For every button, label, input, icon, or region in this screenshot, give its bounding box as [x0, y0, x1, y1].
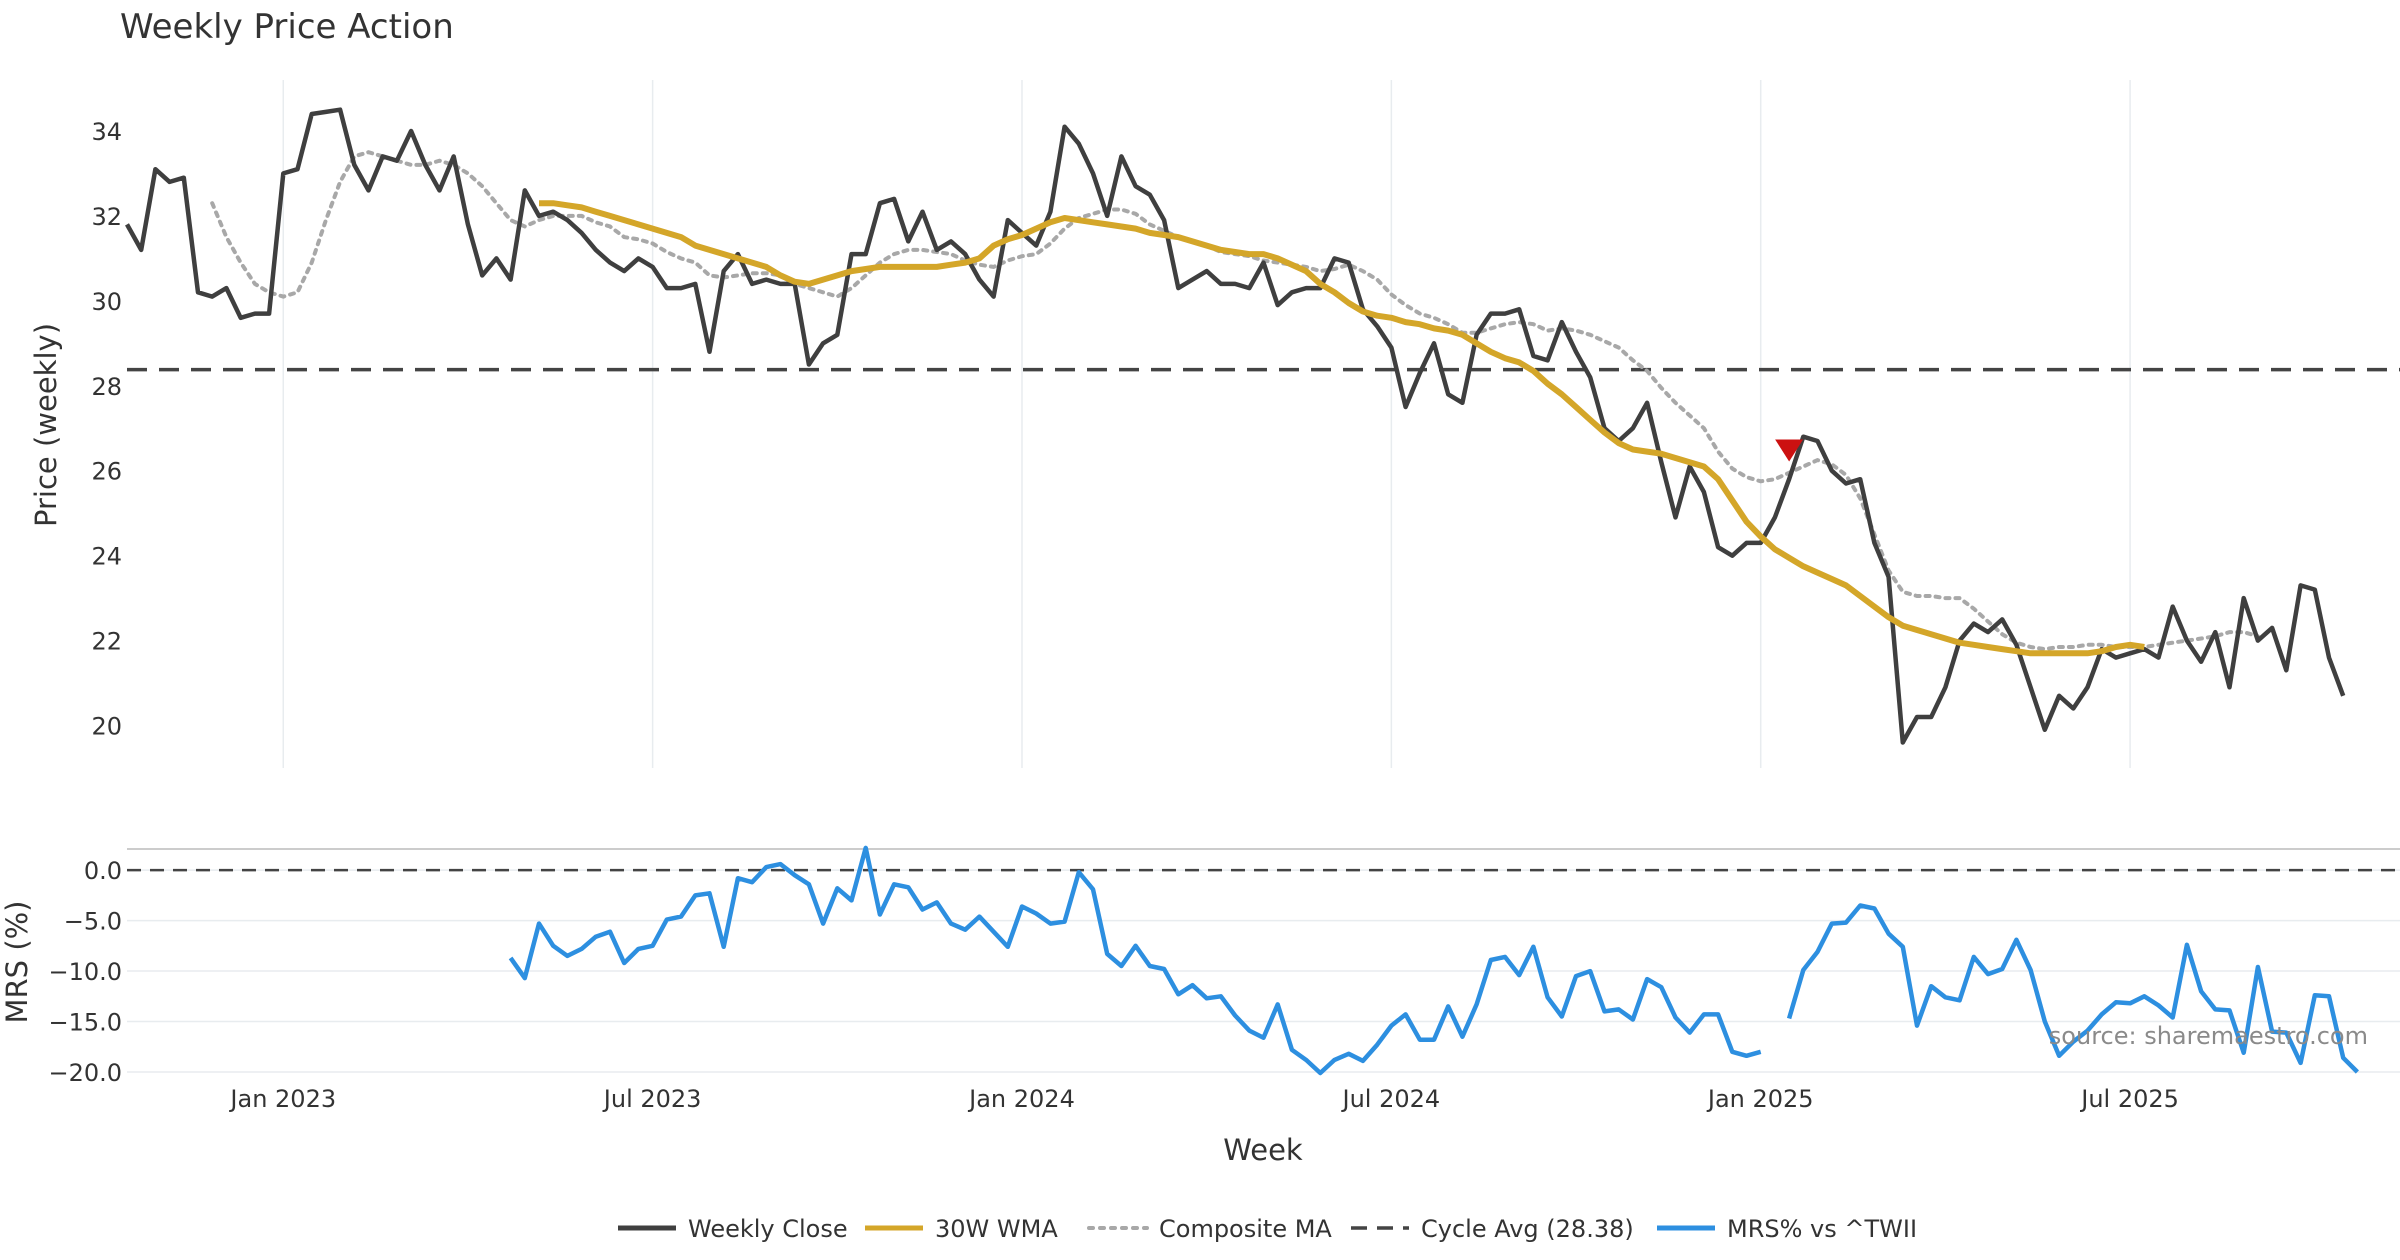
x-axis-label: Week: [1223, 1133, 1303, 1167]
legend-label: MRS% vs ^TWII: [1727, 1215, 1917, 1243]
mrs-line: [508, 845, 2359, 1076]
mrs-y-tick-label: 0.0: [84, 857, 122, 885]
price-y-tick-label: 28: [91, 373, 122, 401]
price-gridlines: [282, 80, 2131, 768]
signal-marker: [1775, 439, 1804, 462]
chart-title: Weekly Price Action: [120, 7, 454, 47]
mrs-panel: 0.0 −5.0 −10.0 −15.0 −20.0 MRS (%) source: s…: [0, 845, 2400, 1087]
price-y-tick-label: 20: [91, 713, 122, 741]
mrs-y-tick-label: −5.0: [64, 908, 122, 936]
price-y-axis-label: Price (weekly): [29, 323, 63, 527]
x-tick-label: Jan 2025: [1706, 1085, 1814, 1113]
source-note: source: sharemaestro.com: [2049, 1022, 2368, 1050]
price-y-tick-label: 34: [91, 118, 122, 146]
price-y-ticks: 20 22 24 26 28 30 32 34: [91, 118, 122, 741]
mrs-y-tick-label: −15.0: [48, 1009, 122, 1037]
price-y-tick-label: 26: [91, 458, 122, 486]
legend-label: Composite MA: [1159, 1215, 1332, 1243]
mrs-y-tick-label: −20.0: [48, 1059, 122, 1087]
wma-30w-line: [539, 200, 2145, 657]
legend-label: Weekly Close: [688, 1215, 848, 1243]
x-tick-label: Jul 2025: [2079, 1085, 2179, 1113]
x-tick-label: Jan 2023: [228, 1085, 336, 1113]
weekly-close-line: [125, 107, 2346, 745]
price-y-tick-label: 30: [91, 288, 122, 316]
legend-label: Cycle Avg (28.38): [1421, 1215, 1634, 1243]
price-y-tick-label: 22: [91, 628, 122, 656]
mrs-y-axis-label: MRS (%): [0, 901, 34, 1024]
legend-label: 30W WMA: [935, 1215, 1058, 1243]
price-panel: 20 22 24 26 28 30 32 34 Price (weekly): [29, 80, 2400, 768]
x-tick-label: Jul 2023: [602, 1085, 702, 1113]
x-axis-ticks: Jan 2023 Jul 2023 Jan 2024 Jul 2024 Jan 2025…: [228, 1085, 2179, 1113]
x-tick-label: Jan 2024: [967, 1085, 1075, 1113]
price-y-tick-label: 32: [91, 203, 122, 231]
legend: Weekly Close 30W WMA Composite MA Cycle Avg…: [618, 1215, 1917, 1243]
price-y-tick-label: 24: [91, 543, 122, 571]
mrs-y-tick-label: −10.0: [48, 958, 122, 986]
x-tick-label: Jul 2024: [1341, 1085, 1441, 1113]
mrs-y-ticks: 0.0 −5.0 −10.0 −15.0 −20.0: [48, 857, 122, 1087]
